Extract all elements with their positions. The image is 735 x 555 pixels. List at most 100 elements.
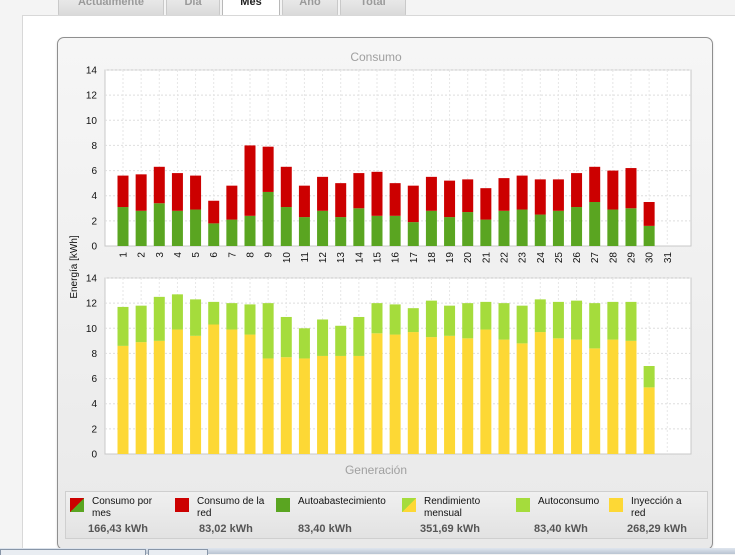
legend-item-consumo-de-la-red: Consumo de la red 83,02 kWh: [175, 492, 285, 538]
consumo-bar-top: [154, 167, 165, 203]
legend-label: Inyección a red: [631, 496, 693, 520]
day-tick-label: 11: [300, 252, 311, 263]
day-tick-label: 2: [137, 252, 148, 258]
consumo-bar-bottom: [462, 212, 473, 246]
consumo-bar-top: [390, 183, 401, 216]
consumo-bar-top: [571, 173, 582, 207]
day-tick-label: 15: [372, 252, 383, 264]
generacion-bar-bottom: [498, 340, 509, 454]
generacion-bar-bottom: [244, 335, 255, 454]
generacion-bar-top: [172, 294, 183, 329]
generacion-tick-label: 10: [86, 324, 98, 335]
generacion-bar-bottom: [118, 346, 129, 454]
generacion-bar-bottom: [426, 337, 437, 454]
generacion-bar-bottom: [136, 342, 147, 454]
consumo-bar-bottom: [498, 211, 509, 246]
generacion-bar-top: [607, 302, 618, 340]
y-axis-label: Energía [kWh]: [69, 235, 80, 299]
day-tick-label: 27: [590, 252, 601, 264]
consumo-bar-bottom: [553, 211, 564, 246]
legend: Consumo por mes 166,43 kWh Consumo de la…: [65, 491, 708, 539]
generacion-bar-bottom: [444, 336, 455, 454]
generacion-bar-top: [190, 299, 201, 335]
generacion-bar-top: [444, 306, 455, 336]
generacion-bar-top: [226, 303, 237, 329]
generacion-bar-bottom: [154, 341, 165, 454]
day-tick-label: 9: [264, 252, 275, 258]
consumo-bar-bottom: [480, 220, 491, 246]
consumo-bar-bottom: [118, 207, 129, 246]
day-tick-label: 29: [626, 252, 637, 264]
consumo-bar-bottom: [426, 211, 437, 246]
day-tick-label: 3: [155, 252, 166, 258]
legend-label: Consumo por mes: [92, 496, 162, 520]
generacion-bar-bottom: [517, 343, 528, 454]
generacion-bar-top: [317, 319, 328, 355]
consumo-tick-label: 12: [86, 91, 98, 102]
generacion-bar-bottom: [644, 387, 655, 454]
legend-value: 83,40 kWh: [298, 523, 352, 535]
diagonal-green-yellow-swatch-icon: [402, 498, 416, 512]
consumo-tick-label: 14: [86, 66, 98, 77]
generacion-bar-bottom: [371, 333, 382, 454]
generacion-bar-bottom: [172, 330, 183, 454]
day-tick-label: 14: [354, 252, 365, 264]
generacion-bar-top: [408, 308, 419, 332]
consumo-tick-label: 8: [91, 141, 97, 152]
legend-value: 166,43 kWh: [88, 523, 148, 535]
generacion-tick-label: 4: [91, 399, 97, 410]
generacion-bar-top: [281, 317, 292, 357]
consumo-y-axis: 02468101214: [86, 66, 98, 253]
generacion-tick-label: 2: [91, 424, 97, 435]
consumo-bar-top: [226, 186, 237, 220]
consumo-bar-top: [644, 202, 655, 226]
generacion-bar-top: [517, 306, 528, 344]
generacion-bar-bottom: [535, 332, 546, 454]
day-tick-label: 4: [173, 252, 184, 258]
day-tick-label: 6: [209, 252, 220, 258]
day-tick-label: 30: [645, 252, 656, 264]
generacion-tick-label: 12: [86, 299, 98, 310]
generacion-bar-top: [498, 303, 509, 339]
generacion-bar-bottom: [299, 358, 310, 454]
consumo-bar-top: [263, 147, 274, 192]
day-x-axis: 1 2 3 4 5 6 7 8 9 10 11 12 13 14 15 16 17 18 19 20 21 22 23 24 2…: [119, 252, 674, 264]
day-tick-label: 28: [608, 252, 619, 264]
taskbar-button[interactable]: [0, 549, 146, 555]
consumo-bar-bottom: [408, 222, 419, 246]
generacion-bar-top: [299, 328, 310, 358]
taskbar-button[interactable]: [148, 549, 208, 555]
consumo-tick-label: 6: [91, 166, 97, 177]
generacion-bar-bottom: [281, 357, 292, 454]
day-tick-label: 5: [191, 252, 202, 258]
generacion-bar-bottom: [589, 348, 600, 454]
consumo-bar-top: [371, 172, 382, 216]
day-tick-label: 12: [318, 252, 329, 264]
generacion-bar-top: [589, 303, 600, 348]
consumo-bar-top: [335, 183, 346, 217]
generacion-bar-bottom: [480, 330, 491, 454]
consumo-bar-top: [589, 167, 600, 202]
generacion-bar-top: [390, 304, 401, 334]
generacion-title: Generación: [345, 463, 407, 477]
day-tick-label: 16: [391, 252, 402, 264]
generacion-bar-bottom: [317, 356, 328, 454]
consumo-bar-bottom: [571, 207, 582, 246]
consumo-bar-top: [498, 178, 509, 211]
day-tick-label: 13: [336, 252, 347, 264]
generacion-bar-bottom: [190, 336, 201, 454]
legend-item-consumo-por-mes: Consumo por mes 166,43 kWh: [70, 492, 180, 538]
consumo-bar-top: [317, 177, 328, 211]
legend-item-inyeccion-a-red: Inyección a red 268,29 kWh: [609, 492, 705, 538]
generacion-bar-top: [371, 303, 382, 333]
generacion-tick-label: 0: [91, 450, 97, 461]
day-tick-label: 17: [409, 252, 420, 264]
energy-chart: 02468101214 02468101214 1 2 3 4 5 6 7 8 9 10 11 12 1…: [0, 0, 735, 554]
legend-value: 83,02 kWh: [199, 523, 253, 535]
generacion-bar-top: [208, 302, 219, 325]
generacion-bar-bottom: [462, 338, 473, 454]
generacion-bar-bottom: [353, 356, 364, 454]
consumo-tick-label: 2: [91, 216, 97, 227]
consumo-bar-bottom: [281, 207, 292, 246]
generacion-bar-bottom: [607, 340, 618, 454]
